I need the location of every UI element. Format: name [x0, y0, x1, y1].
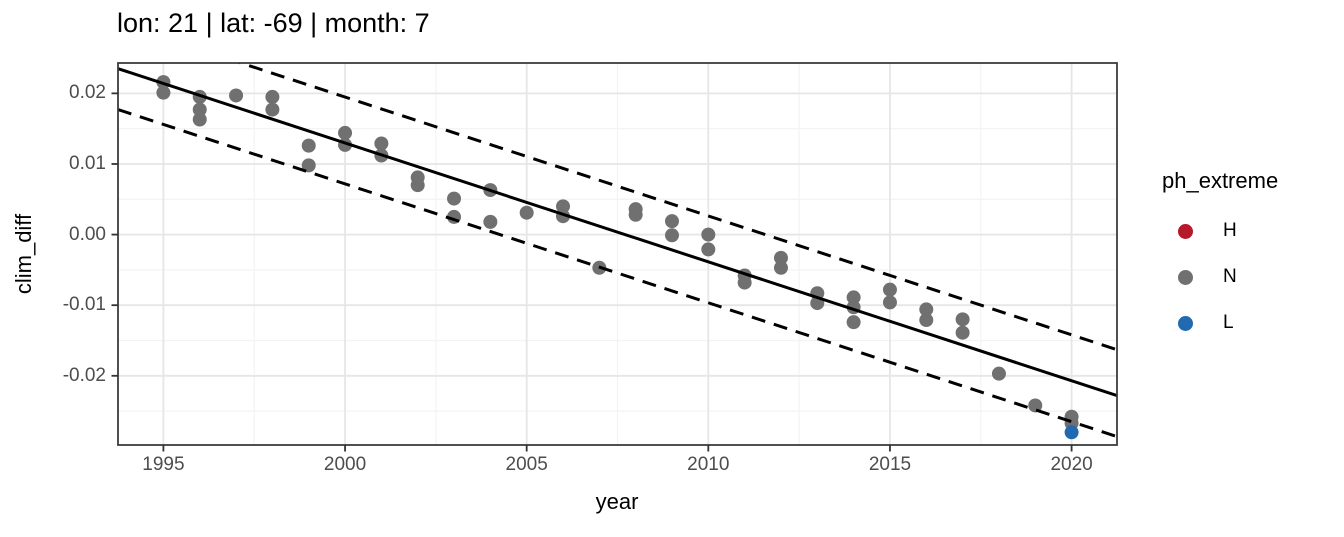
data-point-N [664, 214, 679, 229]
panel-border [117, 62, 1118, 446]
data-point-N [1028, 398, 1043, 413]
legend-key-dot-icon [1178, 315, 1193, 331]
y-tick-label: 0.02 [69, 82, 106, 104]
legend-title: ph_extreme [1162, 168, 1279, 193]
fit-lines-group [118, 63, 1117, 438]
data-point-N [846, 290, 861, 305]
data-point-N [701, 242, 716, 257]
data-point-N [301, 138, 316, 153]
data-point-N [882, 295, 897, 310]
upper-dashed-line [236, 63, 1117, 352]
data-point-N [338, 125, 353, 140]
x-tick-label: 2020 [1050, 454, 1093, 475]
y-tick-label: -0.01 [62, 294, 106, 316]
data-point-N [991, 366, 1006, 381]
data-point-N [410, 178, 425, 193]
lower-dashed-line [118, 108, 1117, 438]
data-point-N [556, 199, 571, 214]
data-point-N [664, 228, 679, 243]
data-point-N [265, 89, 280, 104]
legend-entries: H N L [1162, 208, 1237, 346]
data-point-N [374, 136, 389, 151]
legend-key-dot-icon [1178, 269, 1193, 285]
data-point-L [1064, 425, 1079, 440]
data-point-N [483, 214, 498, 229]
data-point-N [229, 88, 244, 103]
data-point-N [737, 275, 752, 290]
legend: ph_extreme H N L [1162, 168, 1279, 333]
legend-entry-label: L [1223, 312, 1234, 333]
legend-entry-H: H [1162, 208, 1237, 254]
y-tick-label: -0.02 [62, 364, 106, 386]
data-point-N [846, 315, 861, 330]
x-tick-label: 2005 [505, 454, 548, 475]
data-point-N [265, 102, 280, 117]
x-tick-label: 2015 [868, 454, 912, 475]
x-tick-label: 2000 [323, 454, 367, 475]
x-tick-label: 1995 [142, 454, 185, 475]
legend-entry-N: N [1162, 254, 1237, 300]
data-point-N [447, 191, 462, 206]
y-tick-label: 0.00 [69, 223, 106, 245]
data-point-N [773, 250, 788, 265]
data-point-N [701, 227, 716, 242]
y-tick-label: 0.01 [69, 152, 106, 174]
data-point-N [519, 205, 534, 220]
data-point-N [156, 85, 171, 100]
data-point-N [955, 312, 970, 327]
data-point-N [628, 207, 643, 222]
data-point-N [773, 260, 788, 275]
data-point-N [301, 158, 316, 173]
plot-title: lon: 21 | lat: -69 | month: 7 [117, 8, 430, 38]
data-point-N [955, 325, 970, 340]
x-axis-title: year [595, 489, 639, 514]
legend-key-dot-icon [1178, 223, 1193, 239]
data-point-N [919, 313, 934, 328]
data-point-N [919, 302, 934, 317]
data-point-N [192, 102, 207, 117]
data-point-N [882, 282, 897, 297]
legend-entry-label: N [1223, 266, 1237, 287]
legend-entry-label: H [1223, 220, 1237, 241]
regression-line [118, 67, 1117, 398]
x-tick-label: 2010 [687, 454, 730, 475]
data-point-N [192, 112, 207, 127]
legend-entry-L: L [1162, 300, 1237, 346]
